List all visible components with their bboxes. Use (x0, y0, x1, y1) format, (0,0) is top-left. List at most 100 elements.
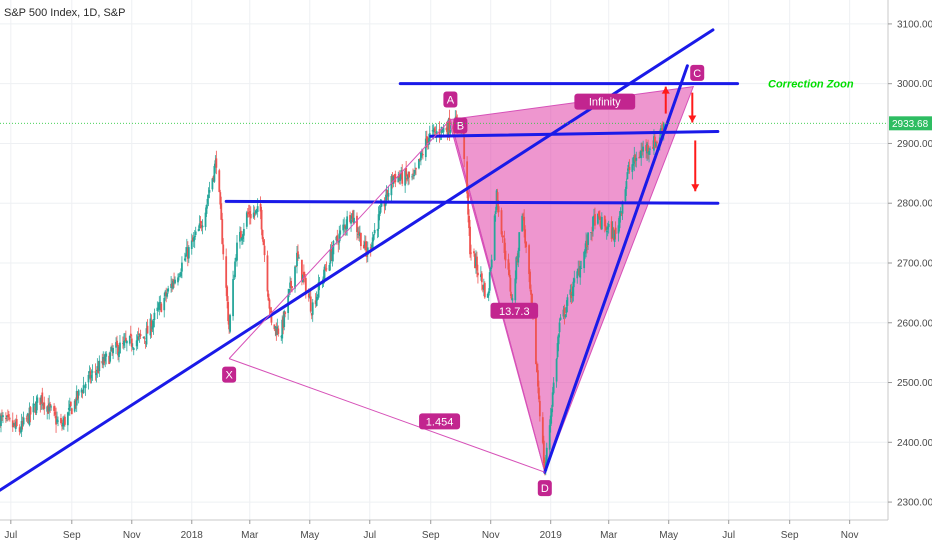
candle-body (362, 244, 365, 249)
candle-body (612, 229, 615, 241)
candle-body (146, 325, 149, 334)
candle-body (184, 254, 187, 258)
candle-body (123, 340, 125, 346)
y-tick-label: 2900.00 (897, 139, 932, 150)
candle-body (380, 203, 383, 207)
candle-body (392, 176, 395, 184)
candle-body (523, 216, 526, 231)
candle-body (605, 231, 608, 233)
candle-body (640, 150, 643, 159)
candle-body (239, 231, 241, 242)
candle-body (571, 293, 574, 296)
candle-body (200, 224, 203, 228)
trendline-level-2920[interactable] (429, 129, 720, 138)
candle-body (639, 156, 642, 158)
candle-body (555, 358, 558, 382)
candle-body (445, 127, 448, 131)
pattern-ratio-label: Infinity (589, 97, 621, 109)
candle-body (111, 349, 114, 351)
pattern-point-x-badge[interactable] (222, 366, 237, 383)
candle-body (331, 251, 334, 261)
candle-body (34, 406, 37, 414)
candle-body (494, 211, 497, 214)
candle-body (501, 236, 504, 238)
candle-body (538, 400, 541, 417)
candle-body (280, 336, 283, 338)
candle-body (228, 318, 231, 330)
candle-body (528, 245, 530, 275)
candle-body (277, 328, 280, 334)
candle-body (138, 333, 141, 337)
candle-body (490, 259, 493, 268)
price-axis[interactable]: 2300.00 2400.00 2500.00 2600.00 2700.00 2800.… (888, 19, 932, 509)
candle-body (509, 277, 512, 292)
pattern-ratio-badge[interactable] (419, 413, 461, 430)
candle-body (288, 288, 291, 295)
candle-body (304, 278, 307, 295)
candle-body (541, 417, 544, 443)
candle-body (516, 258, 519, 262)
candle-body (432, 128, 435, 133)
pattern-point-b-label: B (457, 121, 464, 133)
candle-body (144, 341, 147, 343)
candle-body (54, 411, 56, 415)
candle-body (564, 314, 567, 317)
candle-body (25, 418, 28, 420)
candle-body (632, 163, 635, 166)
pattern-point-c-badge[interactable] (690, 64, 705, 81)
candle-body (383, 203, 386, 207)
pattern-point-a-badge[interactable] (443, 91, 458, 108)
grid-lines (0, 0, 888, 520)
trendline-d-to-c[interactable] (543, 64, 689, 474)
pattern-ratio-badge[interactable] (574, 93, 636, 110)
candle-body (336, 235, 339, 241)
candle-body (190, 240, 193, 249)
candle-body (110, 347, 113, 351)
candle-body (620, 212, 623, 214)
candle-body (177, 277, 179, 283)
candle-body (645, 145, 647, 151)
candle-body (614, 227, 617, 234)
candle-body (145, 328, 148, 345)
candle-body (63, 418, 65, 426)
candle-body (504, 250, 507, 261)
candle-body (390, 176, 393, 196)
pattern-point-b-badge[interactable] (453, 117, 468, 134)
time-axis[interactable]: Jul Sep Nov 2018 Mar May Jul Sep Nov 2019 Mar May Ju… (4, 520, 859, 541)
candle-body (249, 213, 252, 219)
candle-body (97, 367, 100, 373)
candle-body (83, 385, 86, 387)
candle-body (128, 335, 131, 344)
candle-body (73, 400, 76, 412)
x-tick-label: 2018 (181, 530, 204, 541)
harmonic-pattern[interactable]: X A B D C 1.454 13.7.3 Infinity (222, 64, 705, 497)
candle-body (563, 307, 566, 318)
candle-body (261, 229, 264, 240)
candle-body (152, 321, 155, 328)
pattern-ratio-badge[interactable] (490, 302, 539, 319)
candle-body (483, 282, 486, 298)
candle-body (94, 371, 97, 373)
x-tick-label: Sep (781, 530, 799, 541)
candle-body (40, 395, 43, 403)
y-tick-label: 2700.00 (897, 258, 932, 269)
candle-body (266, 255, 269, 292)
candle-body (309, 296, 312, 312)
candle-body (241, 234, 244, 240)
candle-body (418, 159, 420, 169)
candle-body (308, 297, 311, 299)
candle-body (597, 211, 600, 217)
y-tick-label: 2600.00 (897, 318, 932, 329)
correction-zone-annotation: Correction Zoon (768, 79, 854, 91)
pattern-point-d-badge[interactable] (537, 480, 552, 497)
candle-body (371, 237, 374, 248)
candle-body (131, 347, 134, 349)
candle-body (212, 176, 215, 181)
pattern-triangle-acd (449, 86, 695, 474)
candle-body (8, 418, 11, 420)
candle-body (352, 210, 354, 222)
candle-body (330, 249, 333, 261)
candle-body (514, 278, 517, 301)
trendline-level-2800[interactable] (224, 199, 720, 205)
